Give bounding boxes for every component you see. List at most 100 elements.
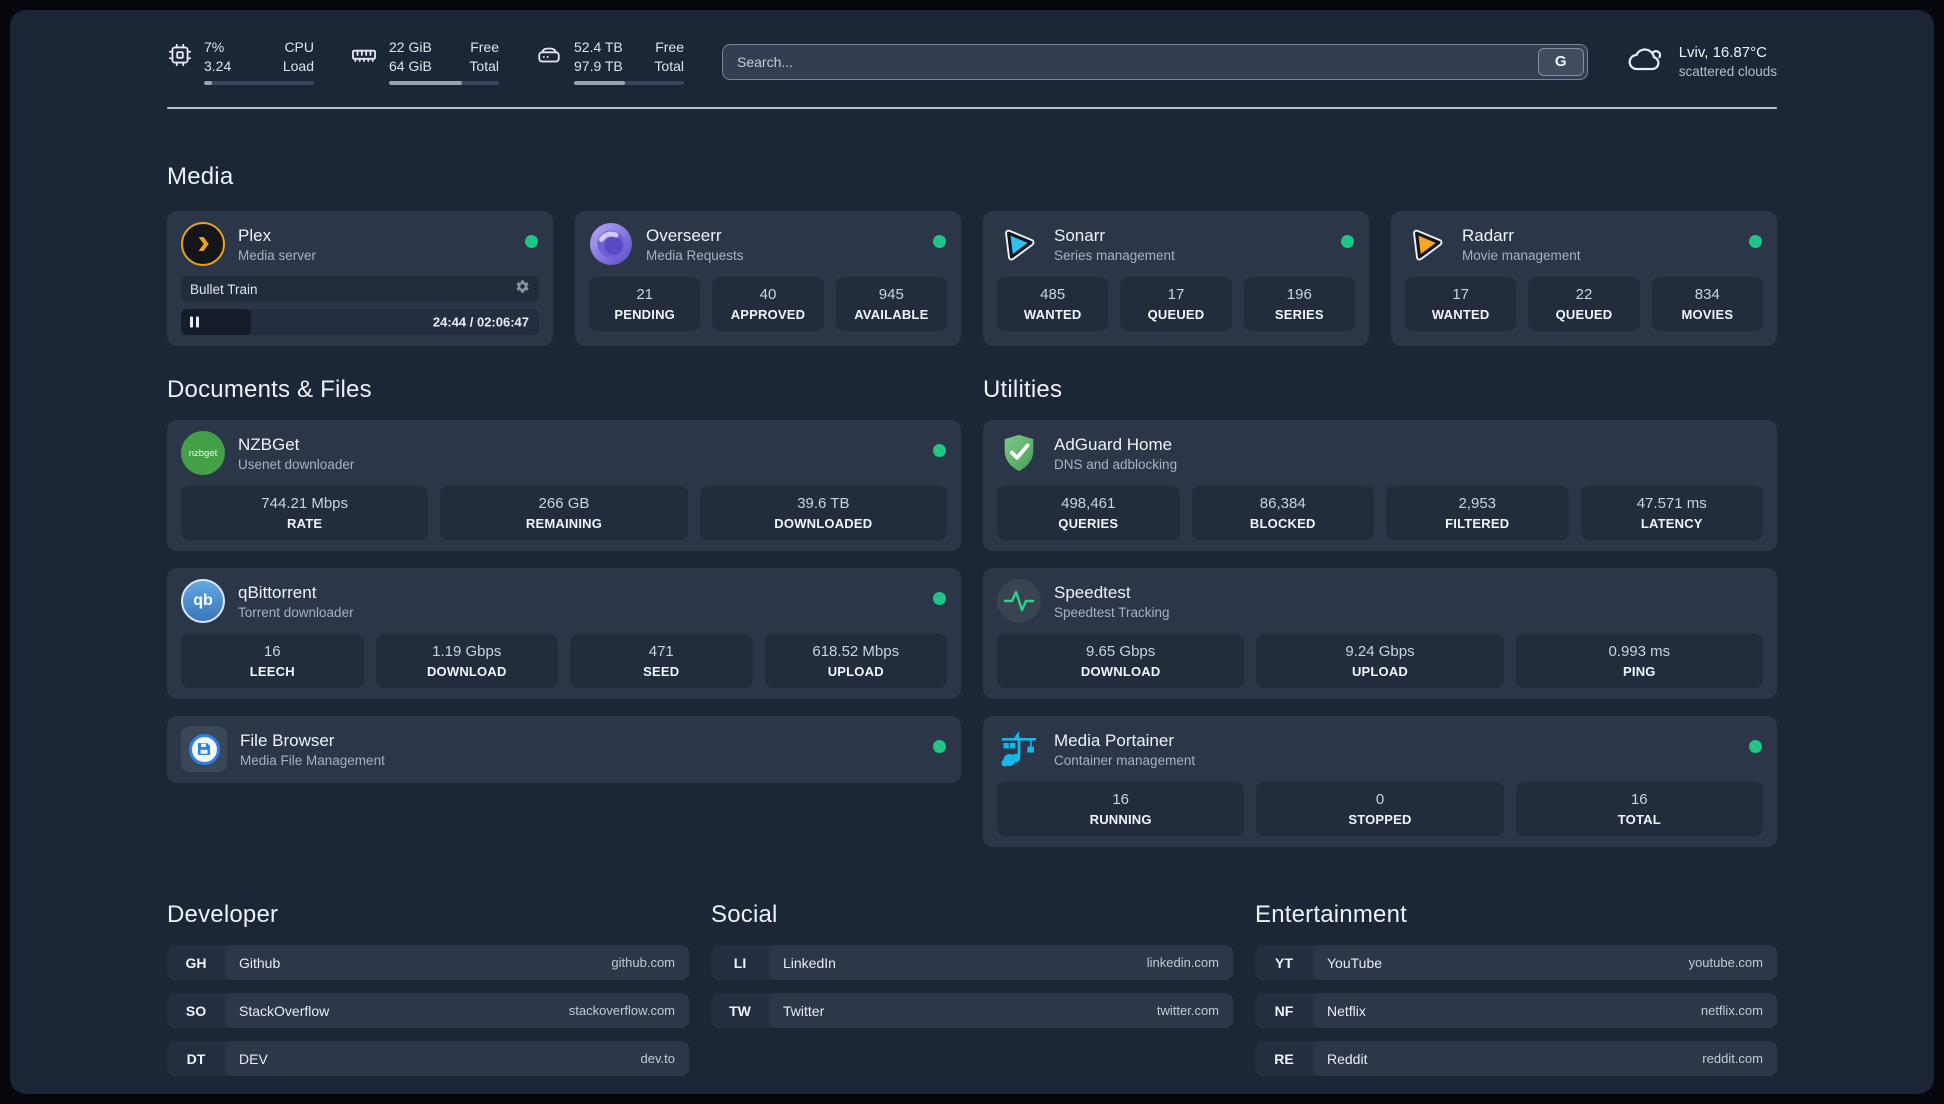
stat-box: 266 GB REMAINING bbox=[440, 486, 688, 540]
app-card-portainer[interactable]: Media Portainer Container management 16 … bbox=[983, 716, 1777, 847]
top-bar: 7% 3.24 CPU Load bbox=[167, 38, 1777, 85]
bookmark-github[interactable]: GH Github github.com bbox=[167, 945, 689, 980]
status-dot bbox=[1749, 740, 1762, 753]
stat-box: 47.571 ms LATENCY bbox=[1580, 486, 1763, 540]
stat-box: 22 QUEUED bbox=[1528, 277, 1640, 331]
bookmark-stackoverflow[interactable]: SO StackOverflow stackoverflow.com bbox=[167, 993, 689, 1028]
google-search-button[interactable]: G bbox=[1537, 47, 1584, 76]
utilities-column: Utilities bbox=[983, 376, 1777, 847]
stat-value: 485 bbox=[1040, 286, 1066, 303]
status-dot bbox=[933, 592, 946, 605]
nzbget-icon: nzbget bbox=[181, 431, 225, 475]
weather-location-temp: Lviv, 16.87°C bbox=[1678, 43, 1767, 61]
stat-value: 945 bbox=[878, 286, 904, 303]
radarr-icon bbox=[1405, 222, 1449, 266]
now-playing-title: Bullet Train bbox=[190, 281, 258, 297]
bookmark-url: reddit.com bbox=[1702, 1051, 1763, 1066]
bookmark-linkedin[interactable]: LI LinkedIn linkedin.com bbox=[711, 945, 1233, 980]
bookmark-dev[interactable]: DT DEV dev.to bbox=[167, 1041, 689, 1076]
search-input[interactable] bbox=[723, 44, 1538, 79]
app-card-speedtest[interactable]: Speedtest Speedtest Tracking 9.65 Gbps D… bbox=[983, 568, 1777, 699]
stat-label: PING bbox=[1623, 664, 1656, 679]
stat-value: 618.52 Mbps bbox=[812, 643, 900, 660]
stat-box: 834 MOVIES bbox=[1651, 277, 1763, 331]
section-title-documents: Documents & Files bbox=[167, 376, 372, 403]
speedtest-icon bbox=[997, 579, 1041, 623]
stat-label: WANTED bbox=[1431, 307, 1490, 322]
bookmark-youtube[interactable]: YT YouTube youtube.com bbox=[1255, 945, 1777, 980]
stat-box: 196 SERIES bbox=[1243, 277, 1355, 331]
app-card-radarr[interactable]: Radarr Movie management 17 WANTED 22 QUE… bbox=[1391, 211, 1777, 346]
stat-value: 196 bbox=[1286, 286, 1312, 303]
stat-label: DOWNLOADED bbox=[774, 516, 873, 531]
stat-box: 21 PENDING bbox=[589, 277, 701, 331]
stat-box: 471 SEED bbox=[570, 634, 753, 688]
stat-box: 945 AVAILABLE bbox=[835, 277, 947, 331]
app-name: Speedtest bbox=[1054, 582, 1131, 602]
stat-value: 17 bbox=[1167, 286, 1185, 303]
weather-widget: Lviv, 16.87°C scattered clouds bbox=[1626, 43, 1777, 81]
stat-value: 2,953 bbox=[1458, 495, 1497, 512]
app-card-sonarr[interactable]: Sonarr Series management 485 WANTED 17 Q… bbox=[983, 211, 1369, 346]
app-card-overseerr[interactable]: Overseerr Media Requests 21 PENDING 40 A… bbox=[575, 211, 961, 346]
app-name: Overseerr bbox=[646, 225, 722, 245]
bookmark-twitter[interactable]: TW Twitter twitter.com bbox=[711, 993, 1233, 1028]
cpu-chip-icon bbox=[167, 42, 193, 85]
stat-value: 1.19 Gbps bbox=[432, 643, 502, 660]
bookmark-netflix[interactable]: NF Netflix netflix.com bbox=[1255, 993, 1777, 1028]
bookmark-name: Netflix bbox=[1327, 1002, 1366, 1019]
disk-free-label: Free bbox=[655, 39, 684, 55]
bookmark-abbr: GH bbox=[185, 954, 207, 971]
stat-label: REMAINING bbox=[525, 516, 603, 531]
bookmark-group-social: Social LI LinkedIn linkedin.com TW Twitt… bbox=[711, 901, 1233, 1028]
stat-label: FILTERED bbox=[1445, 516, 1510, 531]
disk-total-value: 97.9 TB bbox=[574, 58, 623, 74]
app-card-plex[interactable]: Plex Media server Bullet Train 24:44 / 0… bbox=[167, 211, 553, 346]
cpu-progress-bar bbox=[204, 81, 314, 85]
app-name: Media Portainer bbox=[1054, 730, 1175, 750]
stat-value: 266 GB bbox=[538, 495, 590, 512]
status-dot bbox=[933, 235, 946, 248]
stat-label: APPROVED bbox=[730, 307, 806, 322]
app-desc: Torrent downloader bbox=[238, 604, 354, 620]
app-name: Sonarr bbox=[1054, 225, 1106, 245]
search-bar: G bbox=[722, 43, 1588, 80]
app-desc: Series management bbox=[1054, 247, 1175, 263]
bookmark-url: github.com bbox=[611, 955, 675, 970]
stat-box: 16 TOTAL bbox=[1515, 782, 1763, 836]
stat-label: MOVIES bbox=[1681, 307, 1734, 322]
now-playing-row: Bullet Train bbox=[181, 276, 539, 302]
app-desc: Media File Management bbox=[240, 752, 385, 768]
section-title-developer: Developer bbox=[167, 901, 279, 928]
status-dot bbox=[1341, 235, 1354, 248]
app-card-nzbget[interactable]: nzbget NZBGet Usenet downloader 744.21 M… bbox=[167, 420, 961, 551]
app-desc: Speedtest Tracking bbox=[1054, 604, 1170, 620]
cpu-load-value: 3.24 bbox=[204, 58, 232, 74]
stat-label: RATE bbox=[287, 516, 323, 531]
stat-value: 17 bbox=[1452, 286, 1469, 303]
status-dot bbox=[933, 740, 946, 753]
stat-value: 0 bbox=[1375, 791, 1385, 808]
bookmark-group-entertainment: Entertainment YT YouTube youtube.com NF … bbox=[1255, 901, 1777, 1076]
bookmark-name: LinkedIn bbox=[783, 954, 836, 971]
stat-value: 40 bbox=[759, 286, 777, 303]
stat-label: PENDING bbox=[614, 307, 675, 322]
bookmark-name: YouTube bbox=[1327, 954, 1383, 971]
section-title-entertainment: Entertainment bbox=[1255, 901, 1408, 928]
app-card-file-browser[interactable]: File Browser Media File Management bbox=[167, 716, 961, 783]
bookmark-url: twitter.com bbox=[1156, 1003, 1219, 1018]
bookmark-url: dev.to bbox=[640, 1051, 675, 1066]
gear-icon[interactable] bbox=[515, 279, 530, 299]
stat-label: QUEUED bbox=[1147, 307, 1205, 322]
app-card-adguard[interactable]: AdGuard Home DNS and adblocking 498,461 … bbox=[983, 420, 1777, 551]
file-browser-icon bbox=[181, 726, 227, 772]
bookmark-abbr: SO bbox=[185, 1002, 207, 1019]
app-name: File Browser bbox=[240, 730, 335, 750]
app-card-qbittorrent[interactable]: qb qBittorrent Torrent downloader 16 LEE… bbox=[167, 568, 961, 699]
hard-drive-icon bbox=[535, 42, 563, 85]
cpu-usage-value: 7% bbox=[204, 39, 225, 55]
stat-box: 2,953 FILTERED bbox=[1386, 486, 1569, 540]
bookmark-reddit[interactable]: RE Reddit reddit.com bbox=[1255, 1041, 1777, 1076]
stat-box: 86,384 BLOCKED bbox=[1191, 486, 1374, 540]
adguard-icon bbox=[997, 431, 1041, 475]
